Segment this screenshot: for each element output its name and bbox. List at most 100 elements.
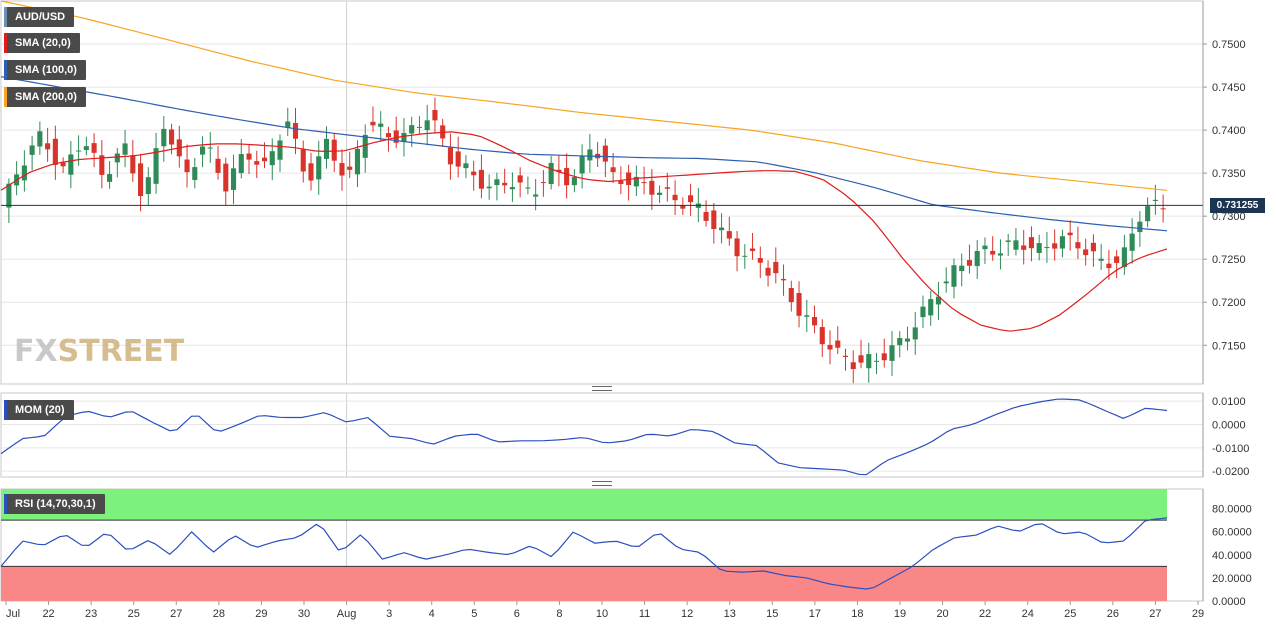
- legend-sma-200-label: SMA (200,0): [15, 91, 77, 103]
- candle-body: [292, 122, 299, 139]
- candle-body: [91, 143, 97, 153]
- candle-body: [60, 162, 66, 167]
- candle-body: [858, 355, 864, 363]
- mom-tick-label: 0.0100: [1212, 396, 1246, 408]
- candle-body: [835, 340, 841, 348]
- candle-body: [230, 168, 237, 190]
- time-tick-label: 22: [979, 608, 991, 620]
- candle-body: [246, 153, 252, 160]
- legend-sma-20[interactable]: SMA (20,0): [4, 33, 80, 53]
- candle-body: [76, 150, 82, 152]
- price-tick-label: 0.7450: [1212, 82, 1246, 94]
- candle-body: [866, 354, 872, 369]
- legend-rsi-label: RSI (14,70,30,1): [15, 498, 96, 510]
- rsi-overbought-zone: [1, 489, 1167, 521]
- candle-body: [494, 179, 500, 186]
- candle-body: [447, 147, 453, 165]
- rsi-line: [0, 517, 1168, 590]
- candle-body: [533, 194, 539, 197]
- candle-body: [393, 130, 399, 143]
- candle-body: [401, 132, 407, 143]
- candle-body: [618, 180, 624, 185]
- candle-body: [1083, 249, 1089, 256]
- candle-body: [749, 248, 756, 251]
- candle-body: [455, 151, 461, 167]
- time-tick-label: 8: [556, 608, 562, 620]
- candle-body: [850, 362, 856, 370]
- candle-body: [804, 315, 810, 317]
- sma-200-line: [0, 0, 1168, 191]
- candle-body: [912, 327, 918, 340]
- candle-body: [525, 187, 531, 189]
- candle-body: [881, 353, 887, 361]
- symbol-swatch: [4, 7, 7, 27]
- last-price-tag: 0.731255: [1210, 198, 1265, 213]
- candle-body: [610, 167, 616, 173]
- time-tick-label: 15: [766, 608, 778, 620]
- mom-tick-label: -0.0100: [1212, 443, 1249, 455]
- candle-body: [199, 146, 206, 155]
- candle-body: [548, 162, 554, 184]
- candle-body: [1021, 245, 1027, 250]
- mom-tick-label: -0.0200: [1212, 466, 1249, 478]
- candle-body: [1052, 243, 1058, 249]
- candle-body: [959, 265, 965, 272]
- legend-symbol[interactable]: AUD/USD: [4, 7, 75, 27]
- candle-body: [997, 253, 1004, 256]
- candle-body: [385, 133, 392, 138]
- candle-body: [370, 121, 376, 126]
- legend-sma-200[interactable]: SMA (200,0): [4, 87, 86, 107]
- candle-body: [316, 156, 322, 180]
- candle-body: [564, 168, 570, 186]
- rsi-tick-label: 80.0000: [1212, 504, 1252, 516]
- legend-mom[interactable]: MOM (20): [4, 400, 74, 420]
- sma-100-line: [0, 76, 1168, 232]
- candle-body: [734, 238, 740, 257]
- candle-body: [680, 205, 686, 209]
- candle-body: [897, 338, 903, 346]
- candle-body: [765, 267, 771, 276]
- candle-body: [672, 194, 678, 201]
- candle-body: [1013, 240, 1019, 250]
- time-tick-label: 5: [471, 608, 477, 620]
- candle-body: [354, 148, 361, 175]
- candle-body: [1121, 247, 1127, 268]
- pane-splitter-1[interactable]: [592, 386, 612, 391]
- pane-splitter-2[interactable]: [592, 481, 612, 486]
- candle-body: [471, 171, 477, 176]
- price-tick-label: 0.7300: [1212, 211, 1246, 223]
- time-tick-label: Aug: [337, 608, 357, 620]
- time-tick-label: 26: [1107, 608, 1119, 620]
- time-tick-label: 25: [128, 608, 140, 620]
- rsi-tick-label: 40.0000: [1212, 550, 1252, 562]
- time-tick-label: 20: [936, 608, 948, 620]
- candle-body: [796, 293, 802, 316]
- legend-rsi[interactable]: RSI (14,70,30,1): [4, 494, 105, 514]
- candle-body: [842, 355, 849, 357]
- candle-body: [238, 154, 244, 174]
- candle-body: [502, 182, 508, 186]
- candle-body: [168, 129, 175, 145]
- rsi-tick-label: 60.0000: [1212, 527, 1252, 539]
- candle-body: [928, 299, 934, 316]
- candle-body: [161, 128, 167, 147]
- candle-body: [99, 155, 105, 175]
- candle-body: [626, 172, 632, 186]
- candle-body: [45, 143, 51, 150]
- candle-body: [29, 145, 35, 155]
- candle-body: [1129, 233, 1135, 251]
- sma-200-swatch: [4, 87, 7, 107]
- candle-body: [742, 255, 748, 257]
- time-tick-label: 18: [851, 608, 863, 620]
- candle-body: [254, 161, 260, 165]
- candle-body: [703, 211, 709, 221]
- candle-body: [6, 183, 12, 208]
- legend-sma-100[interactable]: SMA (100,0): [4, 60, 86, 80]
- candle-body: [378, 123, 384, 127]
- candle-body: [1106, 263, 1112, 269]
- candle-body: [780, 278, 787, 281]
- time-tick-label: 29: [1192, 608, 1204, 620]
- candle-body: [362, 134, 368, 158]
